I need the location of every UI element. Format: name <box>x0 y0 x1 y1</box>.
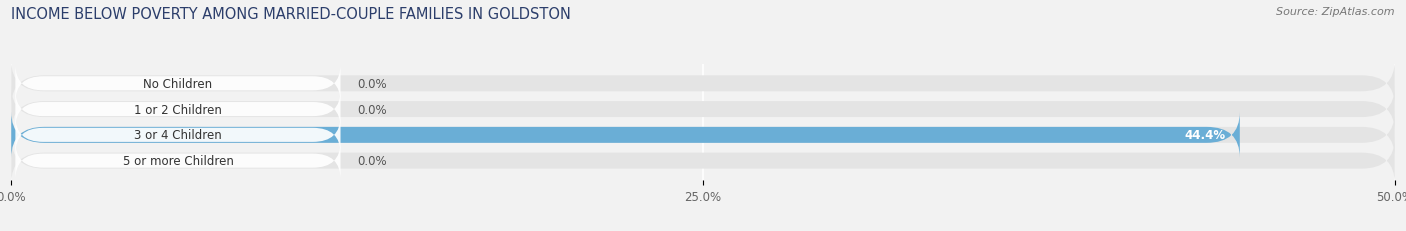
Text: 5 or more Children: 5 or more Children <box>122 155 233 167</box>
FancyBboxPatch shape <box>11 112 1240 158</box>
FancyBboxPatch shape <box>15 117 340 154</box>
Text: 44.4%: 44.4% <box>1185 129 1226 142</box>
Text: 0.0%: 0.0% <box>357 77 387 90</box>
FancyBboxPatch shape <box>11 138 1395 184</box>
FancyBboxPatch shape <box>11 112 1395 158</box>
Text: 1 or 2 Children: 1 or 2 Children <box>134 103 222 116</box>
FancyBboxPatch shape <box>15 65 340 103</box>
FancyBboxPatch shape <box>15 91 340 128</box>
Text: No Children: No Children <box>143 77 212 90</box>
Text: Source: ZipAtlas.com: Source: ZipAtlas.com <box>1277 7 1395 17</box>
FancyBboxPatch shape <box>15 142 340 179</box>
FancyBboxPatch shape <box>11 87 1395 132</box>
FancyBboxPatch shape <box>11 61 1395 107</box>
Text: 3 or 4 Children: 3 or 4 Children <box>134 129 222 142</box>
Text: 0.0%: 0.0% <box>357 155 387 167</box>
Text: INCOME BELOW POVERTY AMONG MARRIED-COUPLE FAMILIES IN GOLDSTON: INCOME BELOW POVERTY AMONG MARRIED-COUPL… <box>11 7 571 22</box>
Text: 0.0%: 0.0% <box>357 103 387 116</box>
